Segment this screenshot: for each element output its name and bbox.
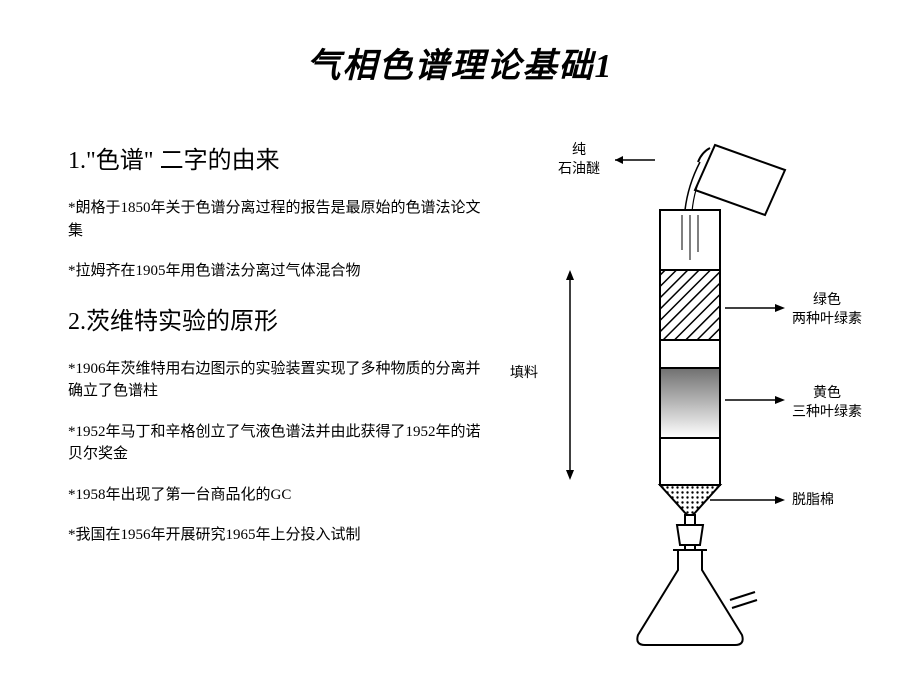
bullet-text: *1906年茨维特用右边图示的实验装置实现了多种物质的分离并确立了色谱柱 [68, 358, 488, 403]
solvent-label: 纯石油醚 [558, 142, 600, 180]
section-2-heading: 2.茨维特实验的原形 [68, 301, 488, 336]
yellow-band [660, 368, 720, 438]
page-title: 气相色谱理论基础1 [0, 0, 920, 87]
section-1-heading: 1."色谱" 二字的由来 [68, 140, 488, 175]
flask-icon [637, 550, 757, 645]
green-label: 绿色两种叶绿素 [792, 292, 862, 330]
green-band [660, 270, 720, 340]
packing-label: 填料 [510, 365, 538, 384]
yellow-label: 黄色三种叶绿素 [792, 385, 862, 423]
bullet-text: *1952年马丁和辛格创立了气液色谱法并由此获得了1952年的诺贝尔奖金 [68, 421, 488, 466]
chromatography-diagram: 纯石油醚 填料 绿色两种叶绿素 黄色三种叶绿素 脱脂棉 [510, 130, 910, 670]
bullet-text: *1958年出现了第一台商品化的GC [68, 484, 488, 507]
bullet-text: *我国在1956年开展研究1965年上分投入试制 [68, 524, 488, 547]
bullet-text: *拉姆齐在1905年用色谱法分离过气体混合物 [68, 260, 488, 283]
cotton-label: 脱脂棉 [792, 492, 834, 511]
bullet-text: *朗格于1850年关于色谱分离过程的报告是最原始的色谱法论文集 [68, 197, 488, 242]
text-content: 1."色谱" 二字的由来 *朗格于1850年关于色谱分离过程的报告是最原始的色谱… [68, 140, 488, 565]
